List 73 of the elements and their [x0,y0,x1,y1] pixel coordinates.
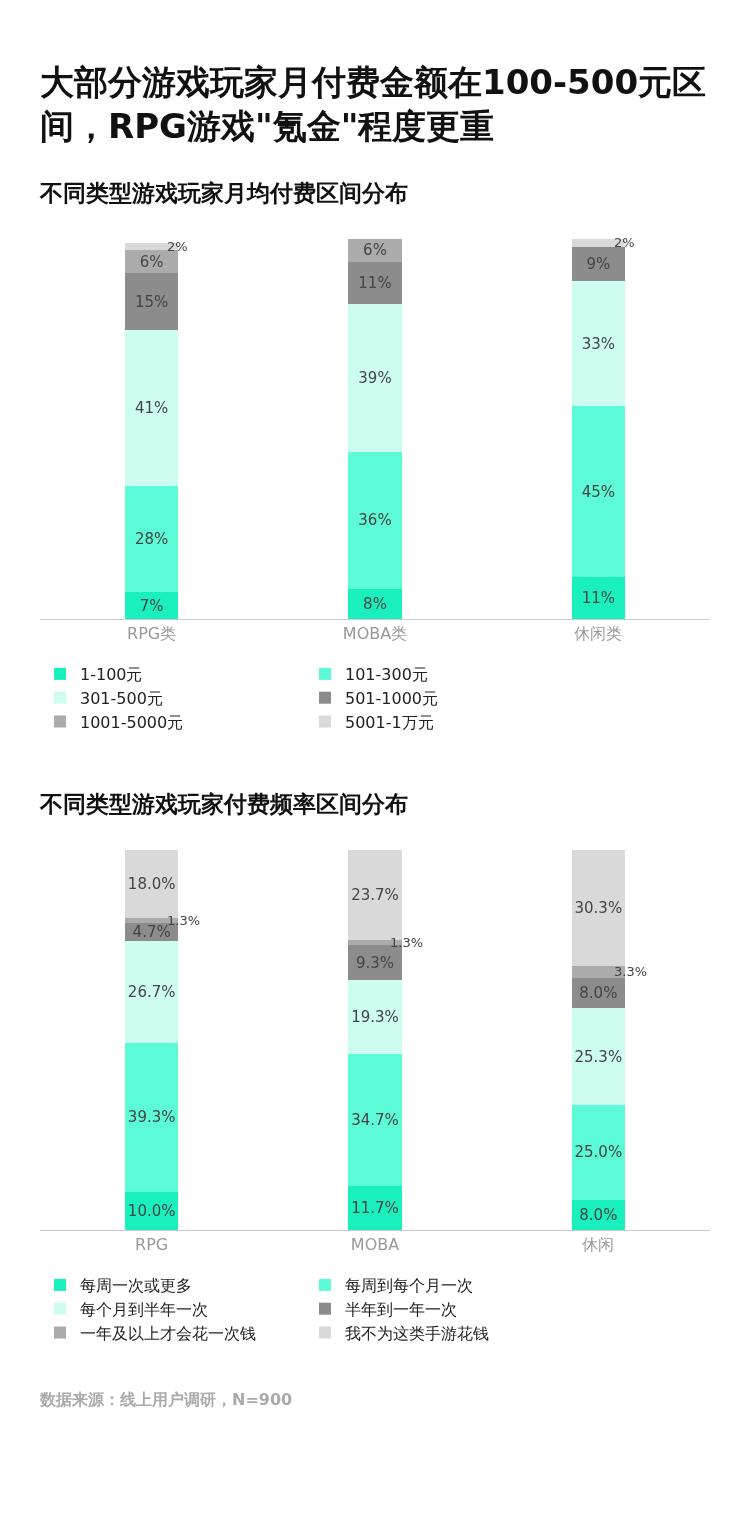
data-label: 23.7% [351,886,399,905]
bar [348,1054,402,1186]
legend-label: 一年及以上才会花一次钱 [80,1324,256,1344]
chart-title: 不同类型游戏玩家付费频率区间分布 [40,790,409,820]
bar [124,592,179,620]
data-label: 2% [614,235,635,251]
data-label: 7% [139,597,164,616]
data-label: 6% [139,253,164,272]
bar [571,246,626,282]
legend-label: 1001-5000元 [80,713,184,733]
data-label: 8.0% [579,984,618,1003]
chart-subtitle: 不同类型游戏玩家月均付费区间分布 [40,179,409,209]
bar [571,281,626,407]
bar [348,262,402,304]
legend-label: 每个月到半年一次 [80,1300,208,1320]
data-label: 30.3% [574,899,623,918]
bar [571,577,626,620]
data-label: 2% [167,239,188,255]
data-label: 41% [135,399,169,418]
data-label: 25.3% [574,1047,623,1066]
x-tick-label: 休闲类 [574,624,623,644]
data-label: 39% [358,369,392,388]
bar [348,1185,402,1231]
legend-label: 1-100元 [80,665,143,685]
legend-label: 我不为这类手游花钱 [345,1324,489,1344]
bar [348,452,402,589]
legend-label: 5001-1万元 [345,713,434,733]
data-label: 45% [581,483,615,502]
data-label: 10.0% [127,1202,176,1221]
x-tick-label: 休闲 [582,1235,615,1255]
data-label: 1.3% [390,935,424,951]
data-label: 26.7% [127,983,176,1002]
bar [124,330,179,487]
x-tick-label: RPG [135,1235,169,1255]
bar [571,850,626,966]
legend-label: 半年到一年一次 [345,1300,457,1320]
data-label: 9% [586,255,611,274]
data-label: 19.3% [351,1008,399,1027]
data-label: 3.3% [614,964,648,980]
data-label: 28% [135,530,169,549]
bar [571,406,626,578]
bar [348,303,402,453]
data-label: 33% [581,334,615,353]
data-label: 8.0% [579,1206,618,1225]
bar [124,273,179,331]
bar [571,1104,626,1200]
legend-label: 每周到每个月一次 [345,1276,473,1296]
data-label: 18.0% [127,875,176,894]
data-label: 36% [358,511,392,530]
legend-label: 每周一次或更多 [80,1276,192,1296]
x-tick-label: MOBA [350,1235,400,1255]
legend-label: 501-1000元 [345,689,439,709]
x-tick-label: MOBA类 [342,624,408,644]
bar [348,980,402,1055]
legend-label: 301-500元 [80,689,163,709]
data-label: 9.3% [355,954,395,973]
data-label: 39.3% [127,1108,176,1127]
data-label: 11% [581,589,615,608]
source-note: 数据来源：线上用户调研，N=900 [40,1390,294,1412]
data-label: 8% [363,595,387,614]
bar [571,1008,626,1105]
data-label: 11.7% [351,1199,399,1218]
legend-label: 101-300元 [345,665,428,685]
bar [124,486,179,593]
data-label: 25.0% [574,1143,623,1162]
data-label: 6% [363,241,387,260]
bar [124,1043,179,1193]
x-tick-label: RPG类 [127,624,177,644]
chart-title: 大部分游戏玩家月付费金额在100-500元区间，RPG游戏"氪金"程度更重 [40,61,708,149]
data-label: 34.7% [351,1110,399,1129]
data-label: 15% [135,293,169,312]
bar [124,941,179,1044]
data-label: 11% [358,274,392,293]
